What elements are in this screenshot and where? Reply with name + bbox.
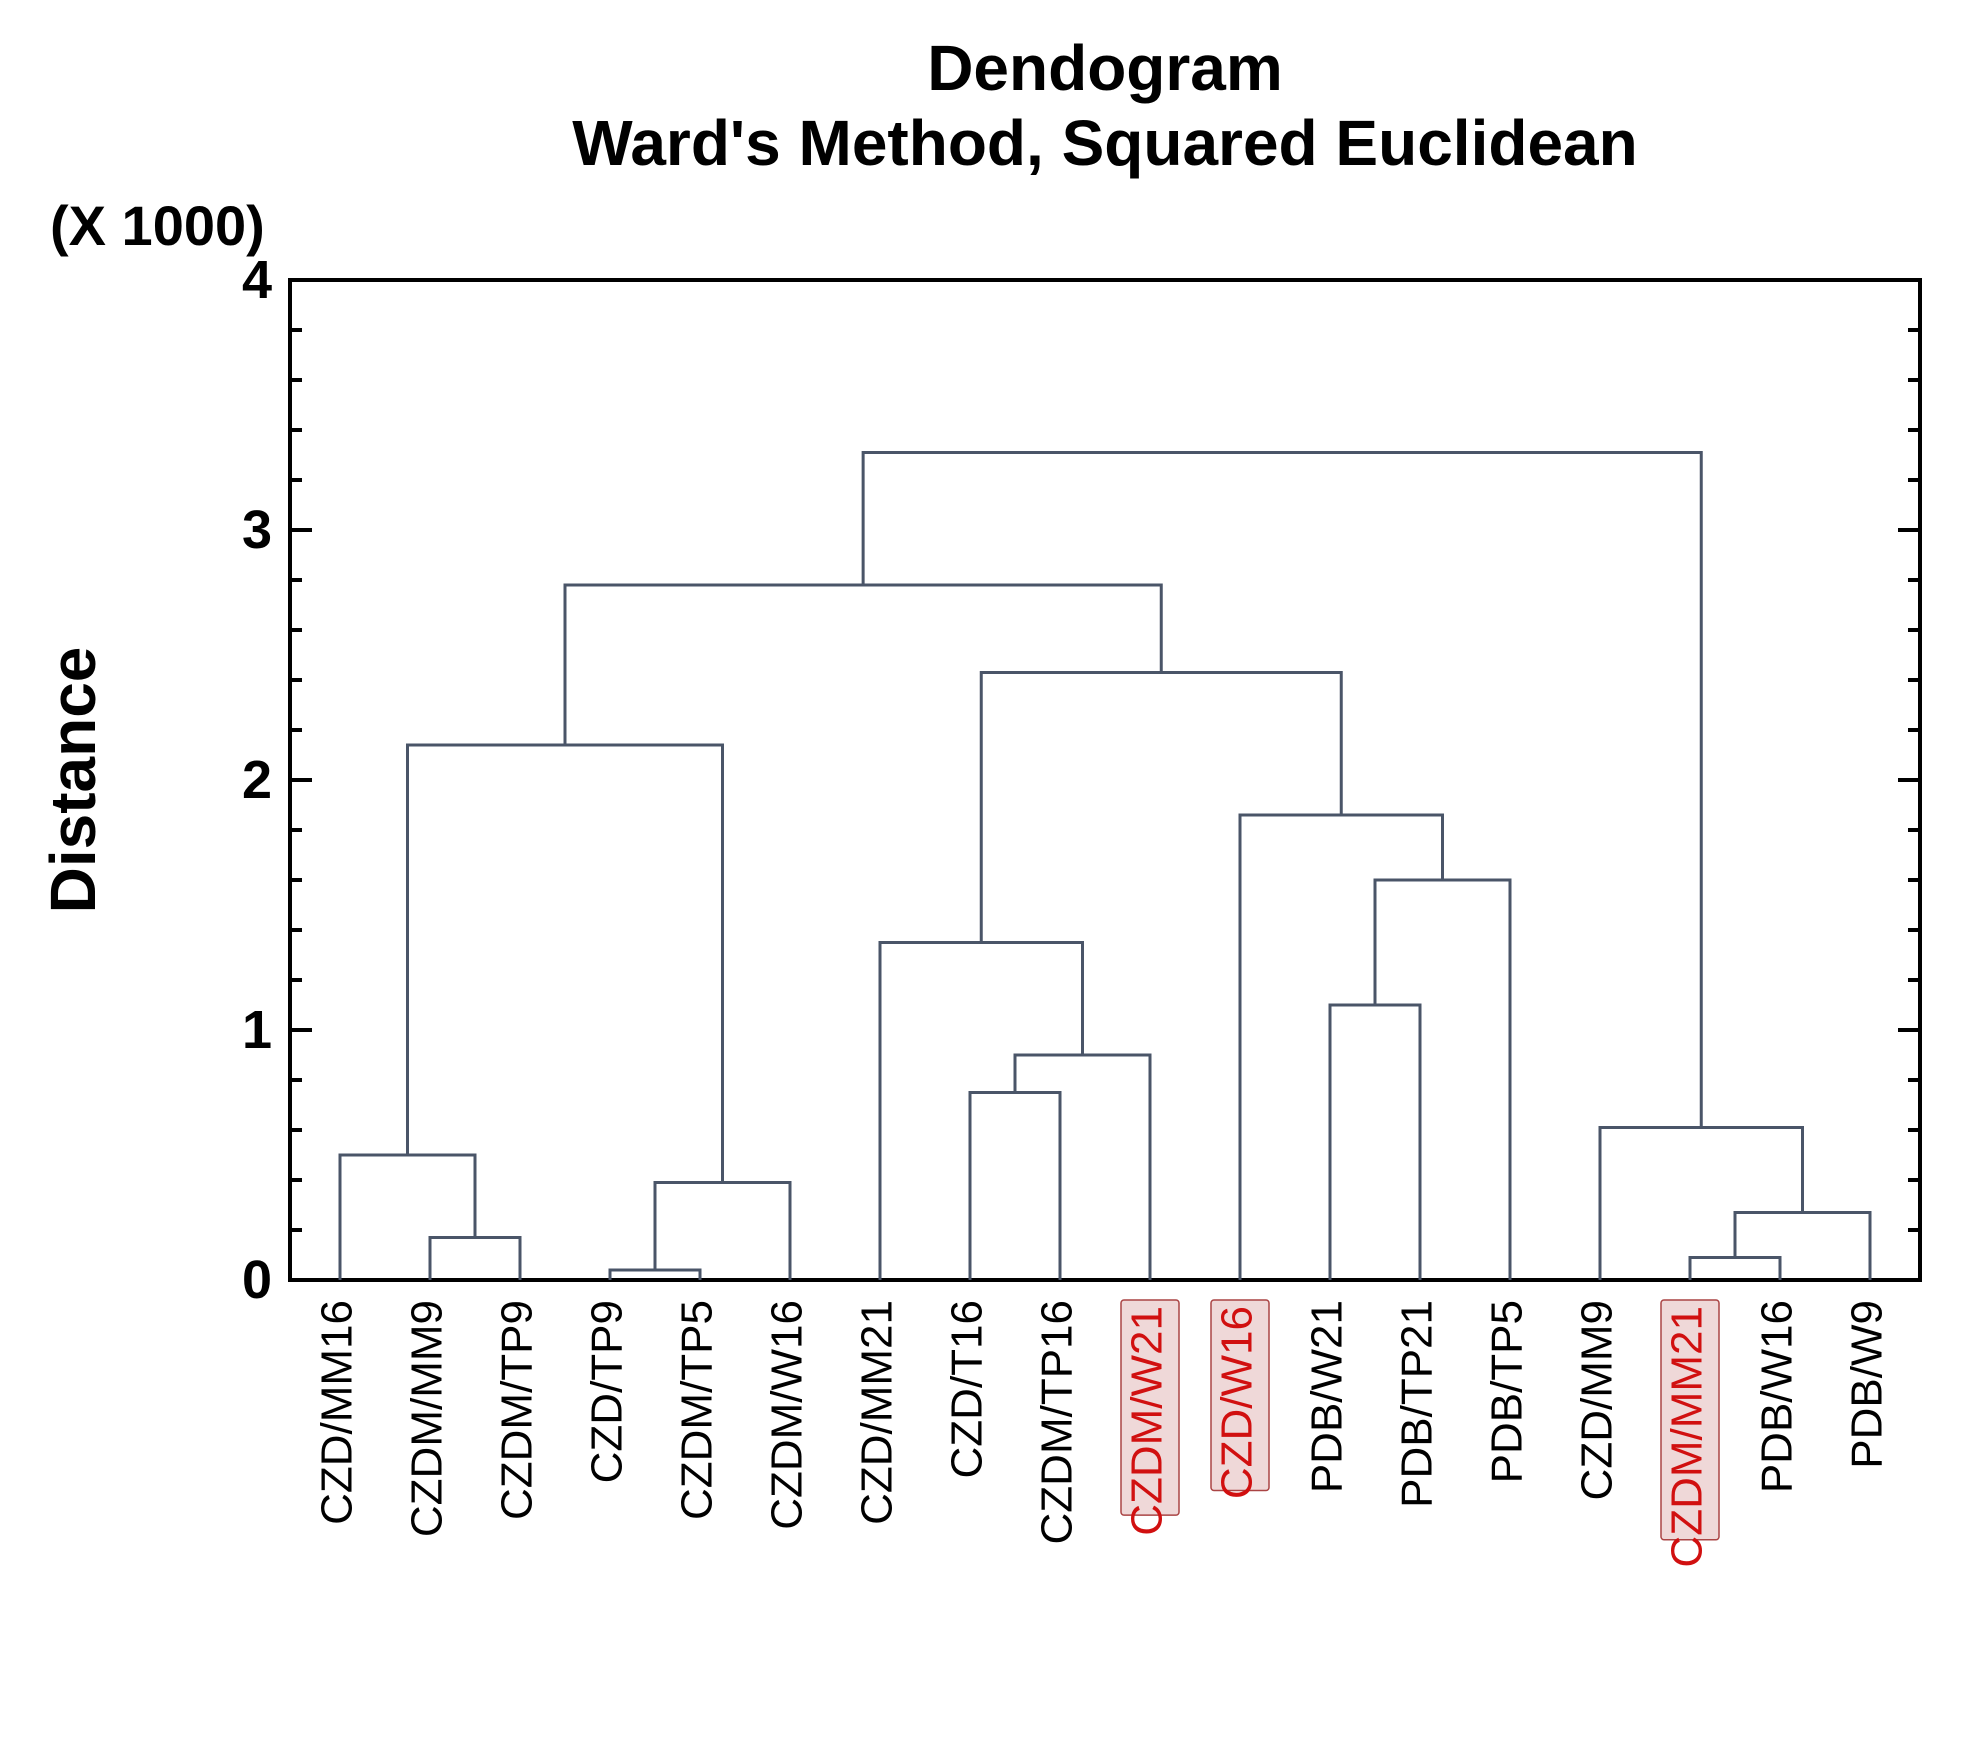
y-axis-label: Distance [37, 647, 109, 914]
leaf-label-text: CZDM/W21 [1123, 1306, 1172, 1536]
leaf-label-text: CZD/MM9 [1573, 1300, 1622, 1500]
y-tick-label: 1 [242, 1000, 272, 1060]
leaf-label-text: CZDM/W16 [763, 1300, 812, 1530]
leaf-label-text: PDB/W21 [1303, 1300, 1352, 1493]
y-tick-label: 0 [242, 1250, 272, 1310]
scale-note: (X 1000) [50, 194, 265, 257]
leaf-label-text: CZD/MM21 [853, 1300, 902, 1525]
leaf-label-text: CZDM/MM21 [1663, 1306, 1712, 1568]
leaf-label-text: PDB/W16 [1753, 1300, 1802, 1493]
leaf-label-text: PDB/W9 [1843, 1300, 1892, 1469]
chart-title-line1: Dendogram [927, 32, 1283, 104]
leaf-label-highlight: CZDM/W21 [1121, 1300, 1179, 1536]
leaf-label-highlight: CZDM/MM21 [1661, 1300, 1719, 1568]
leaf-label-text: CZDM/TP16 [1033, 1300, 1082, 1544]
leaf-label-text: CZDM/MM9 [403, 1300, 452, 1537]
leaf-label-highlight: CZD/W16 [1211, 1300, 1269, 1499]
y-tick-label: 2 [242, 750, 272, 810]
leaf-label-text: CZD/MM16 [313, 1300, 362, 1525]
plot-border [290, 280, 1920, 1280]
leaf-label-text: CZD/W16 [1213, 1306, 1262, 1499]
leaf-labels: CZD/MM16 CZDM/MM9 CZDM/TP9 CZD/TP9 CZDM/TP5 C… [313, 1300, 1892, 1568]
leaf-label-text: PDB/TP21 [1393, 1300, 1442, 1508]
chart-title-line2: Ward's Method, Squared Euclidean [572, 107, 1637, 179]
dendrogram-chart: DendogramWard's Method, Squared Euclidea… [0, 0, 1966, 1764]
y-tick-label: 3 [242, 500, 272, 560]
leaf-label-text: CZDM/TP5 [673, 1300, 722, 1520]
chart-svg: DendogramWard's Method, Squared Euclidea… [0, 0, 1966, 1759]
leaf-label-text: CZD/T16 [943, 1300, 992, 1478]
leaf-label-text: CZD/TP9 [583, 1300, 632, 1483]
leaf-label-text: PDB/TP5 [1483, 1300, 1532, 1483]
y-tick-label: 4 [242, 250, 272, 310]
leaf-label-text: CZDM/TP9 [493, 1300, 542, 1520]
